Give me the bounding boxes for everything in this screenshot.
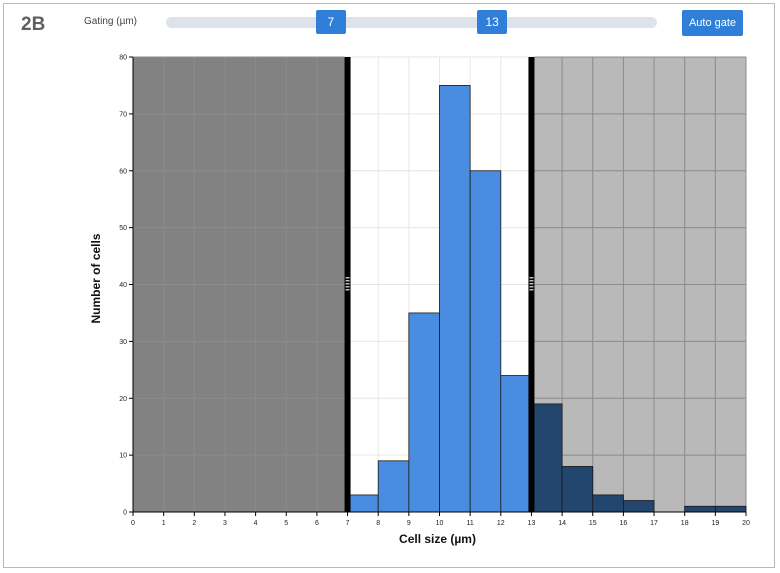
x-tick-label: 20 <box>742 520 750 527</box>
auto-gate-button[interactable]: Auto gate <box>682 10 743 36</box>
x-tick-label: 17 <box>650 520 658 527</box>
grip-mark <box>529 289 534 291</box>
x-tick-label: 11 <box>467 520 474 527</box>
x-tick-label: 1 <box>162 520 166 527</box>
x-tick-label: 14 <box>558 520 566 527</box>
x-tick-label: 2 <box>192 520 196 527</box>
x-tick-label: 10 <box>436 520 444 527</box>
x-tick-label: 19 <box>711 520 719 527</box>
x-tick-label: 5 <box>284 520 288 527</box>
histogram-bar <box>439 85 471 513</box>
histogram-bar <box>408 312 440 513</box>
grip-mark <box>345 283 350 285</box>
grip-mark <box>345 280 350 282</box>
gating-high-handle[interactable]: 13 <box>477 10 508 34</box>
y-tick-label: 30 <box>119 339 127 346</box>
x-tick-label: 7 <box>346 520 350 527</box>
x-tick-label: 0 <box>131 520 135 527</box>
y-tick-label: 40 <box>119 282 127 289</box>
histogram-bar-excluded <box>623 500 655 513</box>
gate-grip-high[interactable] <box>529 277 534 291</box>
y-tick-label: 60 <box>119 168 127 175</box>
histogram-bar <box>377 460 410 513</box>
histogram-bar-excluded <box>561 466 594 513</box>
histogram-bar-excluded <box>714 505 747 513</box>
grip-mark <box>345 289 350 291</box>
y-tick-label: 20 <box>119 396 127 403</box>
x-tick-label: 15 <box>589 520 597 527</box>
x-tick-label: 3 <box>223 520 227 527</box>
panel-label: 2B <box>21 14 46 35</box>
histogram-bar <box>347 494 379 513</box>
y-axis-title: Number of cells <box>89 233 103 323</box>
grip-mark <box>345 286 350 288</box>
histogram-bar-excluded <box>684 505 716 513</box>
x-axis-title: Cell size (µm) <box>399 532 476 546</box>
grip-mark <box>529 277 534 279</box>
y-tick-label: 70 <box>119 111 127 118</box>
gating-low-handle[interactable]: 7 <box>315 10 346 34</box>
x-tick-label: 16 <box>620 520 628 527</box>
grip-mark <box>529 283 534 285</box>
x-tick-label: 4 <box>254 520 258 527</box>
x-tick-label: 6 <box>315 520 319 527</box>
y-tick-label: 50 <box>119 225 127 232</box>
histogram-bar <box>500 375 532 513</box>
histogram-bar-excluded <box>592 494 624 513</box>
grip-mark <box>345 277 350 279</box>
y-tick-label: 0 <box>123 510 127 517</box>
x-tick-label: 9 <box>407 520 411 527</box>
grip-mark <box>529 280 534 282</box>
gating-label: Gating (µm) <box>84 16 137 27</box>
histogram-bar <box>469 170 502 513</box>
x-tick-label: 8 <box>376 520 380 527</box>
x-tick-label: 12 <box>497 520 505 527</box>
gate-grip-low[interactable] <box>345 277 350 291</box>
y-tick-label: 10 <box>119 453 127 460</box>
x-tick-label: 18 <box>681 520 689 527</box>
histogram-bar-excluded <box>531 403 563 513</box>
gating-slider-track[interactable] <box>166 17 657 28</box>
grip-mark <box>529 286 534 288</box>
x-tick-label: 13 <box>528 520 536 527</box>
y-tick-label: 80 <box>119 55 127 62</box>
